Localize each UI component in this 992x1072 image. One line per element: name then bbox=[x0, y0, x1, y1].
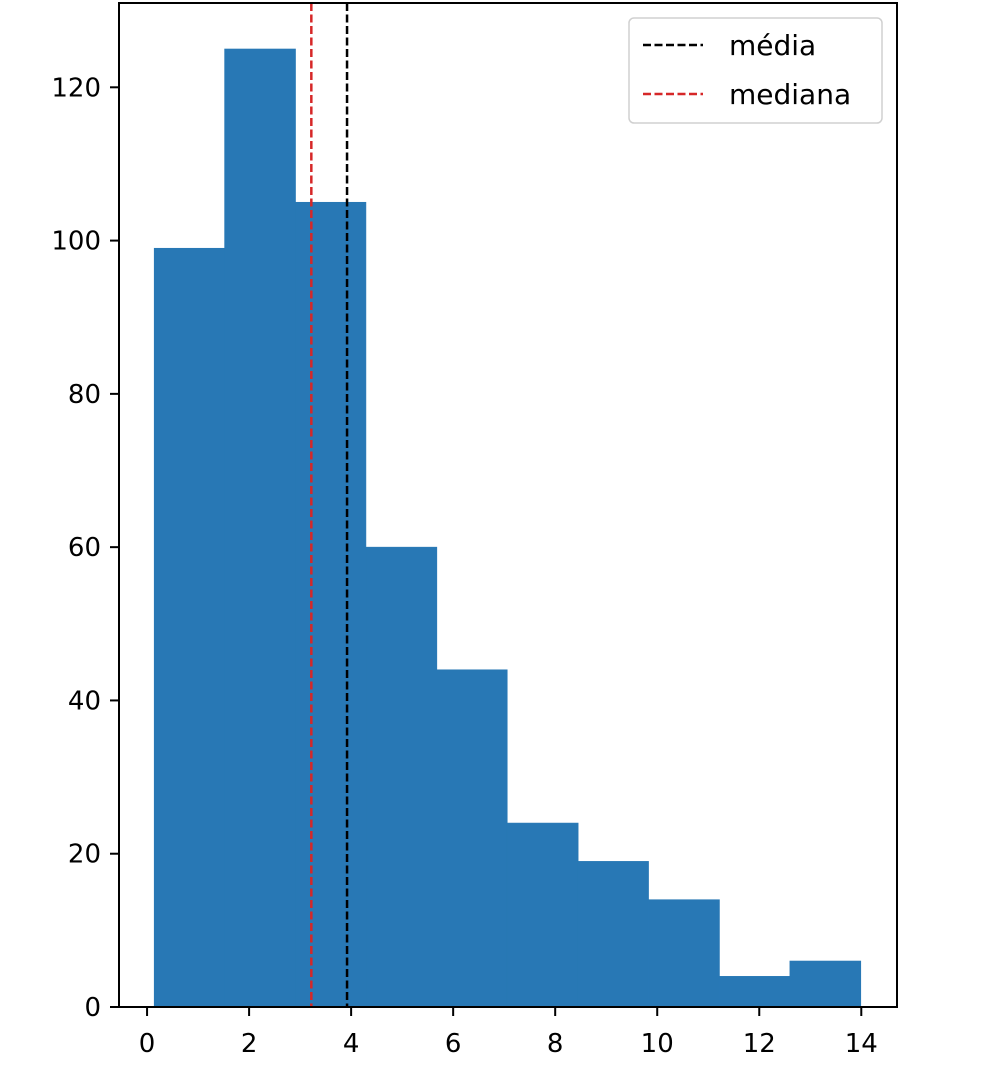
histogram-bar bbox=[506, 822, 579, 1008]
x-tick-label: 6 bbox=[445, 1029, 462, 1059]
histogram-bar bbox=[365, 546, 438, 1008]
histogram-bar bbox=[648, 899, 720, 1008]
y-tick-label: 20 bbox=[68, 840, 101, 870]
x-tick-label: 2 bbox=[241, 1029, 258, 1059]
y-tick-label: 80 bbox=[68, 380, 101, 410]
x-tick-label: 4 bbox=[343, 1029, 360, 1059]
histogram-bar bbox=[224, 48, 296, 1008]
reference-lines bbox=[310, 3, 349, 1007]
histogram-bar bbox=[577, 861, 649, 1008]
legend: média mediana bbox=[628, 17, 883, 124]
histogram-bar bbox=[295, 201, 367, 1008]
y-tick-label: 0 bbox=[84, 993, 101, 1023]
histogram-bars bbox=[153, 48, 862, 1008]
x-tick-label: 14 bbox=[845, 1029, 878, 1059]
x-tick-label: 12 bbox=[743, 1029, 776, 1059]
x-tick-label: 10 bbox=[641, 1029, 674, 1059]
y-tick-label: 120 bbox=[51, 73, 101, 103]
axes: 0 2 4 6 8 10 12 14 0 20 40 60 80 100 120 bbox=[51, 2, 898, 1059]
y-tick-label: 40 bbox=[68, 686, 101, 716]
plot-frame bbox=[118, 2, 898, 1008]
y-tick-label: 100 bbox=[51, 227, 101, 257]
histogram-bar bbox=[153, 247, 225, 1008]
histogram-bar bbox=[719, 976, 791, 1008]
x-tick-label: 8 bbox=[547, 1029, 564, 1059]
histogram-bar bbox=[436, 669, 508, 1008]
legend-label: média bbox=[729, 29, 816, 62]
legend-label: mediana bbox=[729, 78, 851, 111]
y-tick-label: 60 bbox=[68, 533, 101, 563]
histogram-bar bbox=[789, 960, 862, 1008]
x-tick-label: 0 bbox=[139, 1029, 156, 1059]
